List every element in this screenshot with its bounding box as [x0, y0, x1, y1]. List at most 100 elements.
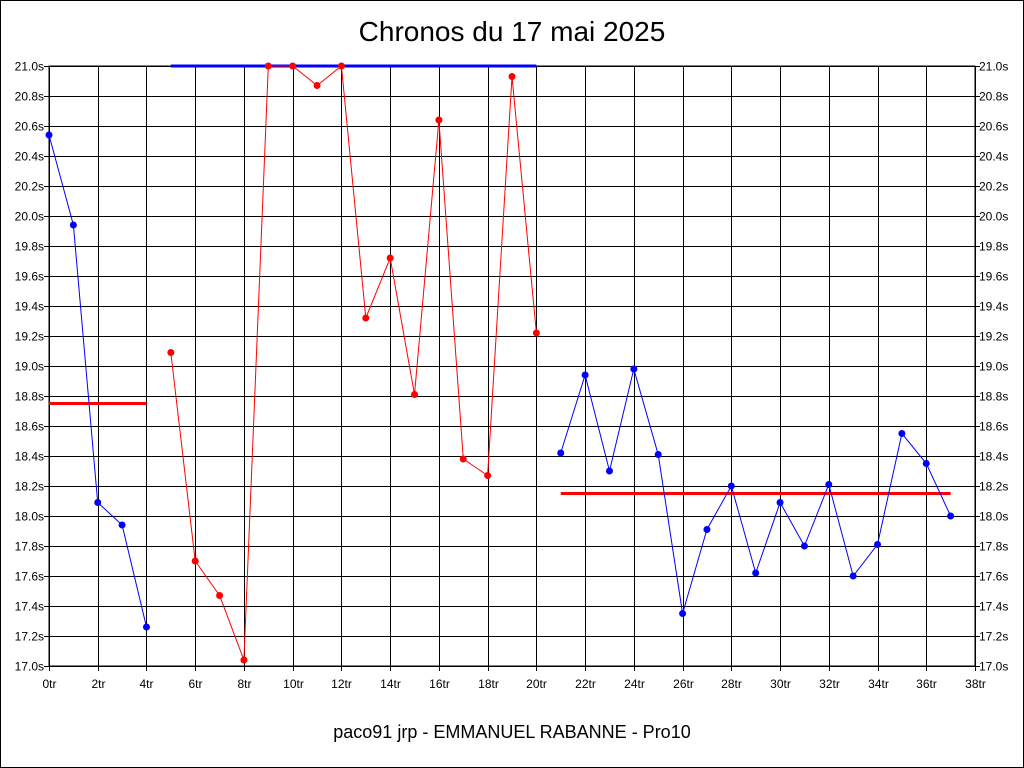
data-point [922, 460, 930, 467]
y-tick-label-right: 19.4s [979, 300, 1008, 314]
x-tick-label: 26tr [673, 677, 694, 691]
data-point [727, 482, 735, 490]
y-tick-label-left: 19.6s [15, 270, 44, 284]
data-point [362, 314, 370, 322]
y-tick-label-left: 17.8s [15, 540, 44, 554]
data-point [94, 499, 102, 506]
y-tick-label-right: 19.8s [979, 240, 1008, 254]
data-point [167, 349, 175, 356]
data-point [386, 254, 394, 262]
x-tick-label: 12tr [331, 677, 352, 691]
x-tick-label: 8tr [237, 677, 251, 691]
data-point [216, 592, 224, 599]
data-point [118, 521, 126, 529]
y-tick-label-right: 20.2s [979, 180, 1008, 194]
y-tick-label-right: 17.0s [979, 660, 1008, 674]
x-tick-label: 24tr [624, 677, 645, 691]
y-tick-label-left: 17.4s [15, 600, 44, 614]
y-tick-label-right: 20.8s [979, 90, 1008, 104]
y-tick-label-right: 18.4s [979, 450, 1008, 464]
y-tick-label-left: 19.2s [15, 330, 44, 344]
data-point [947, 512, 955, 520]
y-tick-label-right: 19.6s [979, 270, 1008, 284]
x-tick-label: 4tr [139, 677, 153, 691]
data-point [752, 569, 760, 577]
y-tick-label-left: 20.8s [15, 90, 44, 104]
y-tick-label-right: 21.0s [979, 60, 1008, 74]
y-tick-label-left: 19.8s [15, 240, 44, 254]
chart-title: Chronos du 17 mai 2025 [358, 16, 666, 47]
y-tick-label-right: 20.6s [979, 120, 1008, 134]
y-tick-label-left: 17.0s [15, 660, 44, 674]
data-point [69, 221, 77, 229]
data-point [630, 365, 638, 373]
y-tick-label-left: 20.0s [15, 210, 44, 224]
data-point [825, 481, 833, 488]
y-tick-label-right: 18.0s [979, 510, 1008, 524]
x-tick-label: 0tr [42, 677, 56, 691]
x-tick-label: 28tr [721, 677, 742, 691]
x-tick-label: 32tr [819, 677, 840, 691]
series-line [170, 65, 537, 661]
data-point [703, 526, 711, 533]
y-tick-label-left: 18.2s [15, 480, 44, 494]
y-tick-label-right: 17.4s [979, 600, 1008, 614]
x-tick-label: 38tr [965, 677, 986, 691]
y-tick-label-left: 18.4s [15, 450, 44, 464]
x-tick-label: 2tr [91, 677, 105, 691]
y-tick-label-left: 19.4s [15, 300, 44, 314]
chart-footer: paco91 jrp - EMMANUEL RABANNE - Pro10 [333, 722, 691, 742]
y-tick-label-left: 20.4s [15, 150, 44, 164]
y-tick-label-right: 20.0s [979, 210, 1008, 224]
y-tick-label-right: 20.4s [979, 150, 1008, 164]
y-tick-label-right: 17.6s [979, 570, 1008, 584]
y-tick-label-right: 19.0s [979, 360, 1008, 374]
data-point [411, 391, 419, 398]
x-tick-label: 20tr [526, 677, 547, 691]
y-tick-label-left: 20.2s [15, 180, 44, 194]
data-point [874, 541, 882, 548]
x-tick-label: 14tr [380, 677, 401, 691]
data-point [264, 62, 272, 70]
y-tick-label-left: 19.0s [15, 360, 44, 374]
data-point [45, 131, 53, 139]
data-point [654, 451, 662, 458]
data-point [800, 542, 808, 550]
x-tick-label: 30tr [770, 677, 791, 691]
y-tick-label-left: 17.2s [15, 630, 44, 644]
data-point [508, 73, 516, 80]
y-tick-label-right: 19.2s [979, 330, 1008, 344]
data-point [191, 557, 199, 565]
x-tick-label: 10tr [283, 677, 304, 691]
data-point [581, 371, 589, 379]
y-tick-label-right: 17.2s [979, 630, 1008, 644]
data-point [776, 499, 784, 506]
y-tick-label-left: 20.6s [15, 120, 44, 134]
y-tick-label-left: 18.0s [15, 510, 44, 524]
y-tick-label-left: 18.6s [15, 420, 44, 434]
data-point [484, 472, 492, 479]
data-point [142, 623, 150, 631]
y-tick-label-right: 18.2s [979, 480, 1008, 494]
x-tick-label: 18tr [478, 677, 499, 691]
x-tick-label: 36tr [916, 677, 937, 691]
y-tick-label-right: 18.6s [979, 420, 1008, 434]
x-tick-label: 6tr [188, 677, 202, 691]
data-point [337, 62, 345, 70]
data-point [679, 610, 687, 617]
y-tick-label-left: 21.0s [15, 60, 44, 74]
data-point [459, 455, 467, 463]
data-point [435, 116, 443, 124]
x-tick-label: 34tr [868, 677, 889, 691]
data-point [313, 82, 321, 89]
y-tick-label-left: 17.6s [15, 570, 44, 584]
data-point [289, 62, 297, 70]
data-point [605, 467, 613, 475]
y-tick-label-right: 18.8s [979, 390, 1008, 404]
y-tick-label-right: 17.8s [979, 540, 1008, 554]
x-tick-label: 22tr [575, 677, 596, 691]
data-point [532, 329, 540, 337]
data-point [240, 656, 248, 664]
data-point [849, 572, 857, 580]
